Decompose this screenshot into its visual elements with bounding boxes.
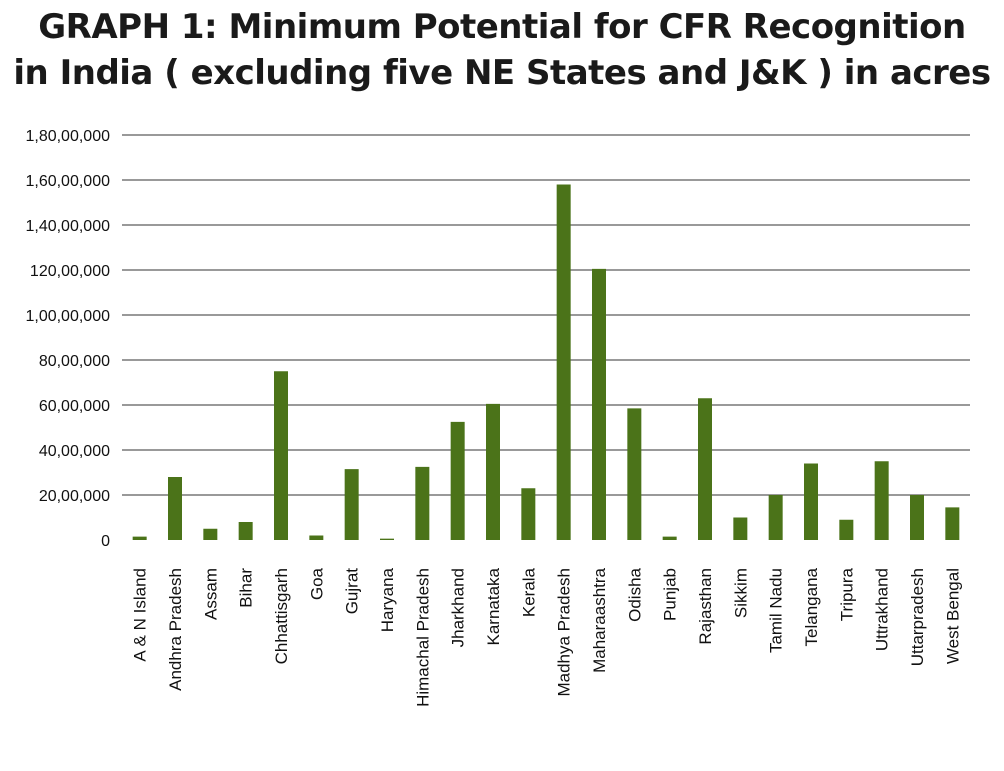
bar [486,403,500,540]
bar [768,495,783,540]
y-tick-label: 60,00,000 [39,398,110,415]
bar [274,371,288,540]
y-tick-label: 120,00,000 [30,263,110,280]
bar [910,495,924,540]
x-tick-label: Odisha [625,567,644,621]
x-tick-label: Haryana [378,567,397,632]
bar [733,517,748,540]
x-tick-label: A & N Island [131,568,150,662]
y-axis: 0 20,00,000 40,00,000 60,00,000 80,00,000 1,0… [25,128,110,550]
x-tick-label: Telangana [802,567,821,646]
y-tick-label: 20,00,000 [39,488,110,505]
x-tick-label: Andhra Pradesh [166,568,185,691]
bars [132,184,960,540]
x-tick-label: Madhya Pradesh [555,568,574,697]
x-axis: A & N Island Andhra Pradesh Assam Bihar Chha… [131,567,963,706]
chart-title-line-2: in India ( excluding five NE States and … [13,53,991,93]
bar [592,268,606,540]
chart-title-line-1: GRAPH 1: Minimum Potential for CFR Recog… [38,7,966,47]
bar [168,477,182,540]
bar [309,535,324,540]
x-tick-label: Punjab [661,568,680,621]
bar [203,528,218,540]
x-tick-label: Jharkhand [449,568,468,647]
bar [415,466,430,540]
bar [804,463,818,540]
bar [556,184,571,540]
y-tick-label: 1,00,00,000 [25,308,110,325]
x-tick-label: Uttrakhand [873,568,892,651]
bar [238,522,253,540]
x-tick-label: Uttarpradesh [908,568,927,666]
x-tick-label: Gujrat [343,568,362,615]
y-tick-label: 1,60,00,000 [25,173,110,190]
x-tick-label: West Bengal [943,568,962,664]
bar [450,421,465,540]
x-tick-label: Kerala [519,567,538,617]
bar [344,469,359,540]
y-tick-label: 40,00,000 [39,443,110,460]
bar [132,536,147,540]
x-tick-label: Karnataka [484,567,503,645]
bar [521,488,536,540]
gridlines [122,134,970,496]
y-tick-label: 1,40,00,000 [25,218,110,235]
bar [874,461,889,540]
x-tick-label: Rajasthan [696,568,715,645]
y-tick-label: 80,00,000 [39,353,110,370]
bar [839,519,854,540]
x-tick-label: Himachal Pradesh [413,568,432,707]
x-tick-label: Tripura [837,567,856,621]
y-tick-label: 1,80,00,000 [25,128,110,145]
x-tick-label: Maharaashtra [590,567,609,672]
x-tick-label: Chhattisgarh [272,568,291,664]
x-tick-label: Tamil Nadu [767,568,786,653]
bar [662,536,677,540]
x-tick-label: Goa [307,567,326,600]
x-tick-label: Sikkim [731,568,750,618]
bar [627,408,642,540]
x-tick-label: Bihar [237,568,256,608]
bar [380,538,394,540]
chart-title: GRAPH 1: Minimum Potential for CFR Recog… [0,4,1004,96]
x-tick-label: Assam [201,568,220,620]
bar [945,507,960,540]
y-tick-label: 0 [101,533,110,550]
bar [698,398,712,540]
